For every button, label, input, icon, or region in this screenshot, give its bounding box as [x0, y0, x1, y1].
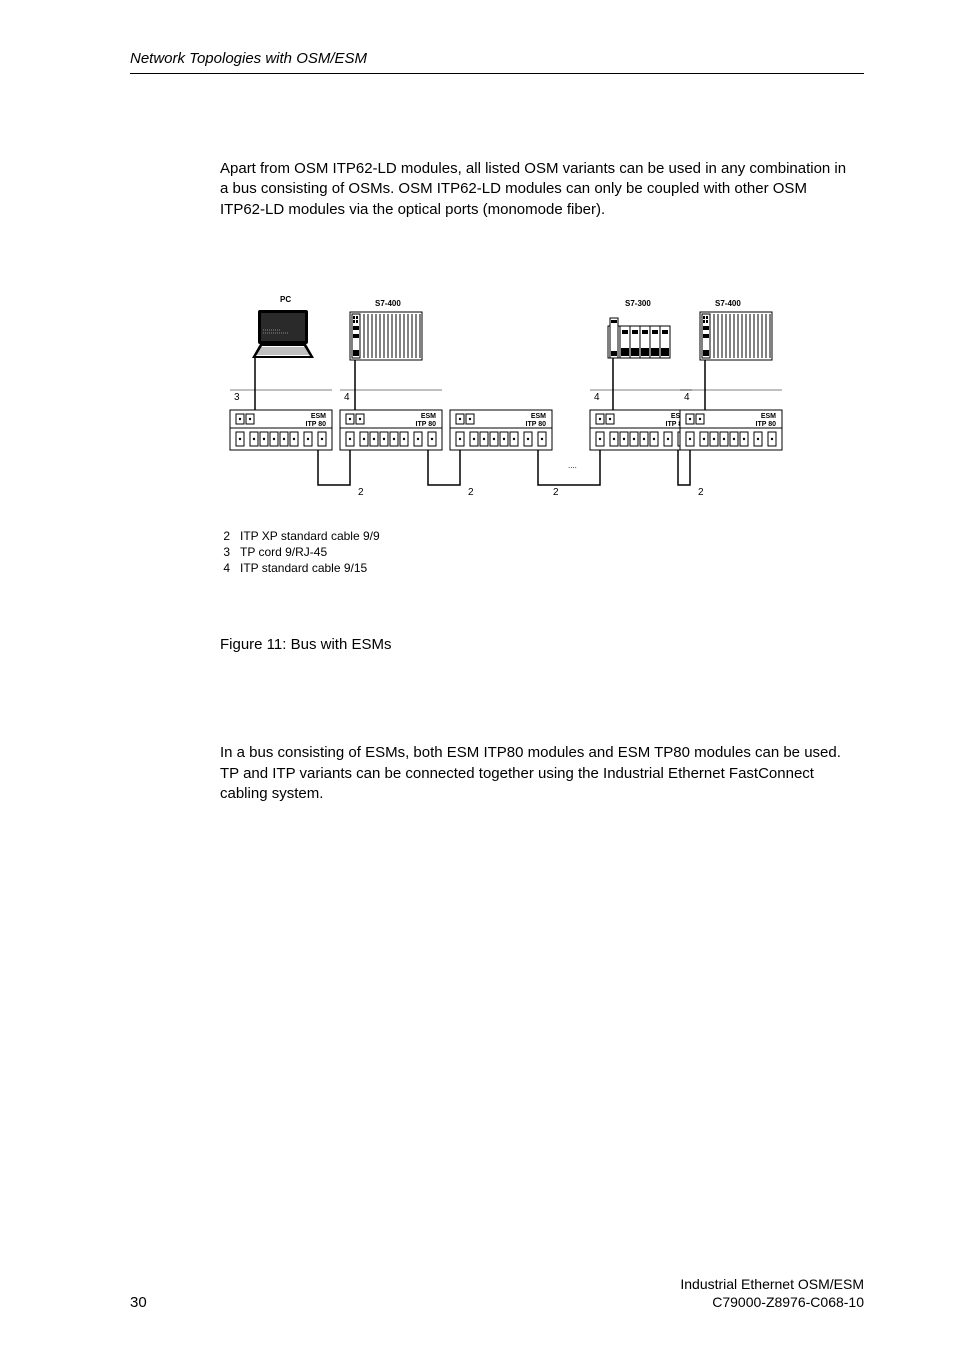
s7-300-icon	[608, 318, 670, 358]
cable-mark-2-a: 2	[358, 487, 364, 498]
running-header: Network Topologies with OSM/ESM	[130, 50, 864, 74]
cable-mark-3: 3	[234, 392, 240, 403]
s7-300-label: S7-300	[625, 299, 651, 308]
cable-mark-4-b: 4	[594, 392, 600, 403]
legend-num: 4	[220, 560, 230, 576]
legend-row: 4 ITP standard cable 9/15	[220, 560, 790, 576]
esm-3	[450, 410, 552, 450]
footer-right: Industrial Ethernet OSM/ESM C79000-Z8976…	[680, 1275, 864, 1311]
pc-icon	[252, 310, 314, 358]
figure-11: ESM ITP 80	[220, 290, 790, 654]
figure-legend: 2 ITP XP standard cable 9/9 3 TP cord 9/…	[220, 528, 790, 577]
paragraph-1: Apart from OSM ITP62-LD modules, all lis…	[220, 159, 854, 220]
s7-400-label-2: S7-400	[715, 299, 741, 308]
paragraph-2: In a bus consisting of ESMs, both ESM IT…	[220, 743, 854, 804]
cable-mark-2-c: 2	[553, 487, 559, 498]
pc-label: PC	[280, 295, 291, 304]
cable-mark-2-d: 2	[698, 487, 704, 498]
footer-line-1: Industrial Ethernet OSM/ESM	[680, 1275, 864, 1293]
legend-row: 2 ITP XP standard cable 9/9	[220, 528, 790, 544]
cable-mark-2-b: 2	[468, 487, 474, 498]
cable-mark-4-c: 4	[684, 392, 690, 403]
cable-mark-4-a: 4	[344, 392, 350, 403]
legend-text: ITP standard cable 9/15	[240, 560, 367, 576]
esm-4	[590, 410, 692, 450]
page-footer: 30 Industrial Ethernet OSM/ESM C79000-Z8…	[90, 1275, 864, 1311]
bus-diagram-svg: ESM ITP 80	[220, 290, 790, 510]
legend-num: 3	[220, 544, 230, 560]
legend-text: ITP XP standard cable 9/9	[240, 528, 380, 544]
legend-num: 2	[220, 528, 230, 544]
esm-2	[340, 410, 442, 450]
esm-1	[230, 410, 332, 450]
esm-5	[680, 410, 782, 450]
legend-row: 3 TP cord 9/RJ-45	[220, 544, 790, 560]
page-number: 30	[130, 1294, 147, 1311]
s7-400-label-1: S7-400	[375, 299, 401, 308]
legend-text: TP cord 9/RJ-45	[240, 544, 327, 560]
ellipsis: ....	[568, 461, 577, 470]
footer-line-2: C79000-Z8976-C068-10	[680, 1293, 864, 1311]
s7-400-icon-1	[350, 312, 422, 360]
figure-caption: Figure 11: Bus with ESMs	[220, 636, 790, 653]
header-title: Network Topologies with OSM/ESM	[130, 50, 367, 67]
s7-400-icon-2	[700, 312, 772, 360]
